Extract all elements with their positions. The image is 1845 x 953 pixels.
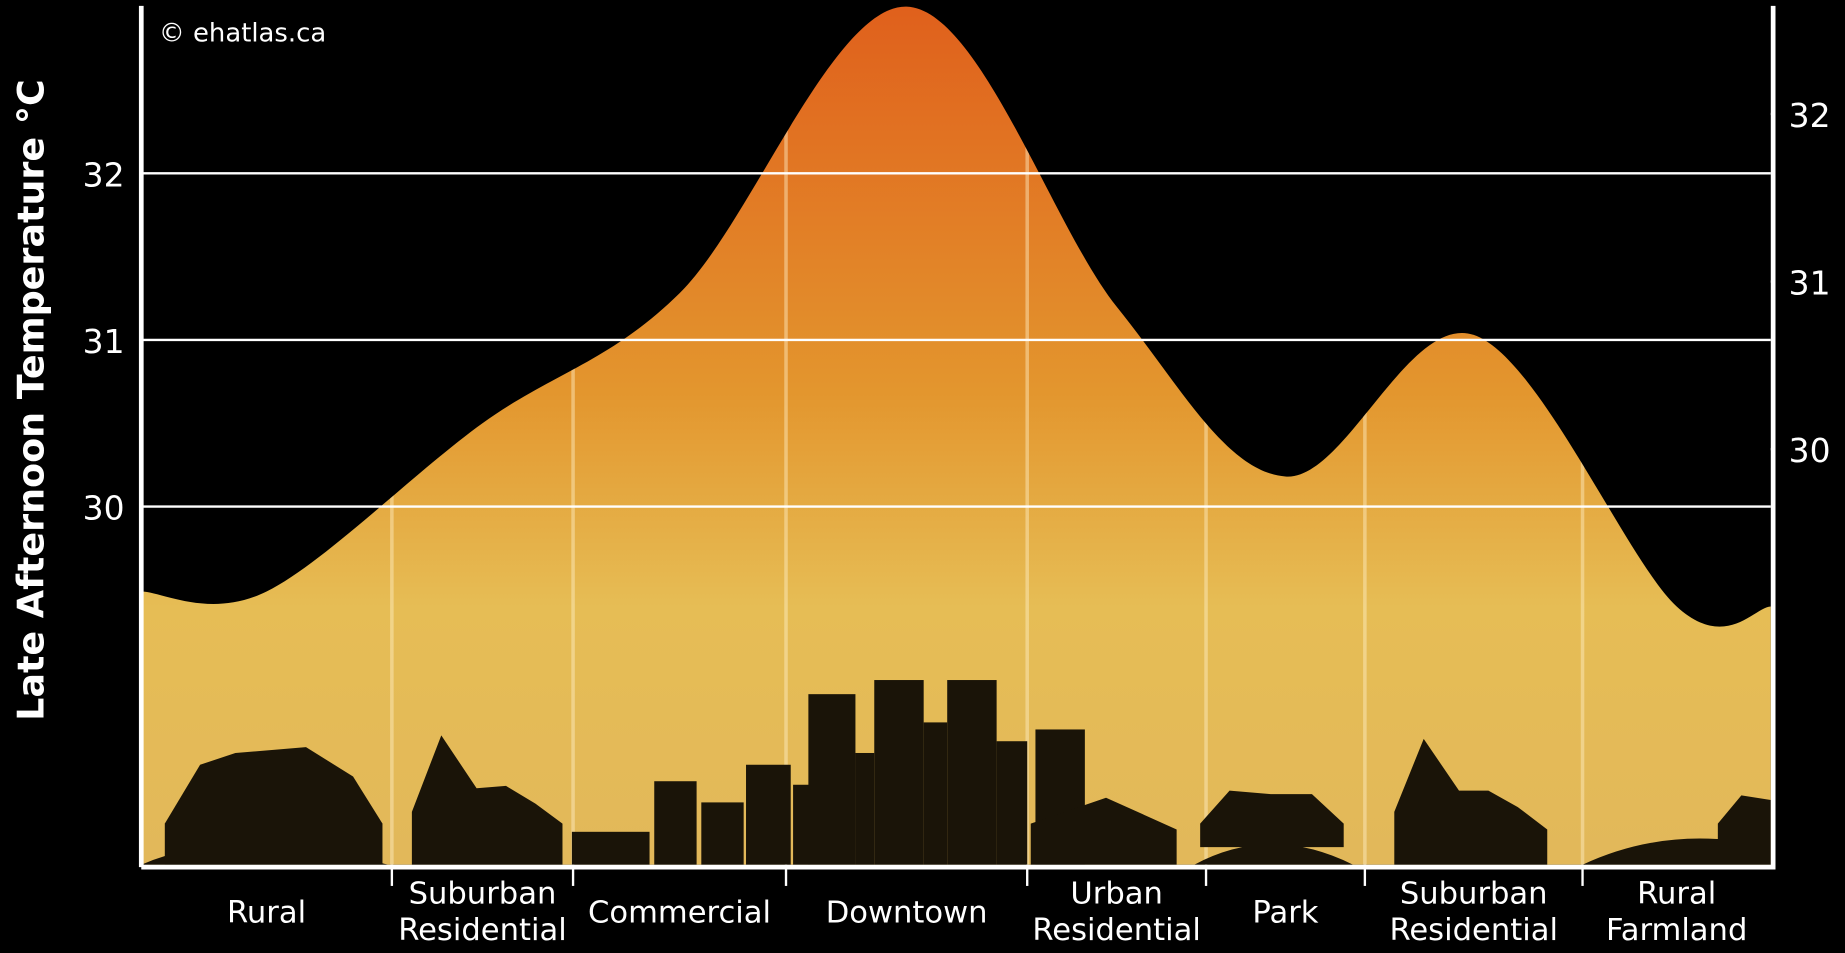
zone-label-box: Urban Residential <box>1032 876 1201 949</box>
building <box>996 741 1028 865</box>
y-tick-label: 30 <box>83 489 125 528</box>
credit: © ehatlas.ca <box>159 19 326 49</box>
park-trees <box>1194 790 1354 865</box>
zone-label: Park <box>1252 894 1319 931</box>
temperature-area <box>141 6 1771 865</box>
zone-label: Rural <box>227 894 307 931</box>
houses <box>1394 738 1548 865</box>
building <box>571 831 650 865</box>
building <box>874 680 924 865</box>
y-tick-label: 32 <box>83 155 125 194</box>
trees <box>164 747 383 865</box>
houses <box>1030 797 1177 865</box>
zone-label: Urban Residential <box>1032 876 1201 949</box>
building <box>855 752 875 865</box>
building <box>923 722 948 865</box>
zone-label: Rural Farmland <box>1605 876 1748 949</box>
zone-label-box: Commercial <box>588 894 772 931</box>
y-tick-label: 31 <box>83 322 125 361</box>
y-axis-label: Late Afternoon Temperature °C <box>10 79 53 721</box>
building <box>793 784 810 865</box>
zone-label-box: Suburban Residential <box>398 876 567 949</box>
farmland <box>1582 795 1771 865</box>
zone-label-box: Suburban Residential <box>1389 876 1558 949</box>
zone-label-box: Downtown <box>825 894 988 931</box>
zone-label-box: Rural <box>227 894 307 931</box>
city-silhouette <box>141 680 1771 865</box>
building <box>746 764 791 865</box>
zone-label-box: Park <box>1252 894 1319 931</box>
building <box>808 694 856 865</box>
y2-tick-label: 31 <box>1789 264 1831 303</box>
building <box>947 680 997 865</box>
zone-label: Suburban Residential <box>1389 876 1558 949</box>
y2-tick-label: 32 <box>1789 96 1831 135</box>
zone-label: Downtown <box>825 894 988 931</box>
zone-label-box: Rural Farmland <box>1605 876 1748 949</box>
y2-tick-label: 30 <box>1789 431 1831 470</box>
building <box>654 781 697 865</box>
building <box>701 802 744 865</box>
zone-label: Commercial <box>588 894 772 931</box>
houses <box>411 735 563 865</box>
zone-label: Suburban Residential <box>398 876 567 949</box>
